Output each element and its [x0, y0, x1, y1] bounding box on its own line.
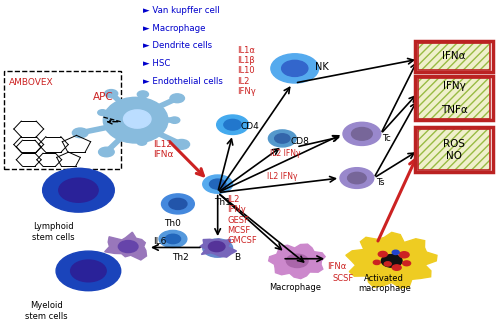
- Text: APC: APC: [93, 92, 114, 102]
- Circle shape: [271, 54, 318, 83]
- Circle shape: [216, 115, 248, 134]
- Text: ROS
NO: ROS NO: [443, 139, 465, 161]
- Circle shape: [72, 128, 88, 138]
- Circle shape: [42, 168, 115, 212]
- Text: IL2 IFNγ: IL2 IFNγ: [270, 149, 300, 158]
- Circle shape: [138, 91, 148, 98]
- Circle shape: [340, 168, 374, 188]
- Text: Myeloid
stem cells: Myeloid stem cells: [25, 301, 68, 321]
- Circle shape: [162, 194, 194, 214]
- Bar: [418, 129, 490, 171]
- Circle shape: [208, 242, 225, 252]
- Text: Macrophage: Macrophage: [269, 283, 321, 292]
- Circle shape: [98, 147, 114, 157]
- Text: Tc: Tc: [382, 134, 391, 143]
- Text: ► Van kupffer cell: ► Van kupffer cell: [143, 6, 220, 15]
- Bar: [415, 128, 493, 172]
- Circle shape: [166, 234, 180, 244]
- Text: Activated
macrophage: Activated macrophage: [358, 274, 410, 293]
- Circle shape: [392, 250, 399, 255]
- Polygon shape: [104, 232, 146, 260]
- Text: ► HSC: ► HSC: [143, 59, 171, 68]
- Circle shape: [382, 255, 402, 267]
- Circle shape: [282, 60, 308, 77]
- Bar: [415, 76, 493, 120]
- Text: IFNα: IFNα: [327, 262, 346, 271]
- Text: Th0: Th0: [164, 219, 182, 228]
- Circle shape: [169, 198, 187, 209]
- Circle shape: [352, 128, 372, 140]
- Text: ► Dendrite cells: ► Dendrite cells: [143, 41, 212, 50]
- Ellipse shape: [124, 110, 151, 128]
- Circle shape: [210, 243, 226, 253]
- Text: Lymphoid
stem cells: Lymphoid stem cells: [32, 222, 75, 242]
- Text: IFNγ

TNFα: IFNγ TNFα: [440, 81, 468, 115]
- Circle shape: [268, 130, 296, 147]
- Circle shape: [170, 117, 180, 123]
- Circle shape: [170, 94, 184, 103]
- Circle shape: [159, 230, 187, 247]
- Circle shape: [286, 254, 308, 267]
- Circle shape: [274, 134, 290, 143]
- Text: Th1: Th1: [214, 198, 231, 207]
- Bar: [418, 78, 490, 119]
- Bar: [418, 78, 490, 119]
- Text: ► Endothelial cells: ► Endothelial cells: [143, 77, 223, 86]
- Circle shape: [98, 110, 107, 115]
- Text: IL1α
IL1β
IL10
IL2
IFNγ: IL1α IL1β IL10 IL2 IFNγ: [238, 46, 256, 96]
- Circle shape: [402, 261, 410, 266]
- Bar: [418, 43, 490, 70]
- Text: B: B: [234, 253, 240, 262]
- Polygon shape: [346, 232, 437, 288]
- Circle shape: [70, 260, 106, 282]
- Circle shape: [118, 241, 138, 253]
- Circle shape: [378, 251, 387, 257]
- Circle shape: [137, 140, 146, 145]
- Text: IL12
IFNα: IL12 IFNα: [153, 140, 174, 159]
- Text: SCSF: SCSF: [332, 274, 353, 283]
- Circle shape: [399, 252, 409, 258]
- Text: ► Macrophage: ► Macrophage: [143, 24, 206, 33]
- Text: IL2
IFNγ
GESF
MCSF
GMCSF: IL2 IFNγ GESF MCSF GMCSF: [228, 195, 258, 245]
- Text: Th2: Th2: [172, 253, 189, 262]
- Circle shape: [59, 178, 98, 202]
- Circle shape: [392, 265, 401, 270]
- Circle shape: [104, 89, 118, 98]
- Circle shape: [224, 120, 242, 130]
- Bar: [418, 129, 490, 171]
- Circle shape: [343, 122, 381, 145]
- Text: CD4: CD4: [240, 122, 260, 131]
- Circle shape: [174, 140, 190, 149]
- Text: AMBOVEX: AMBOVEX: [9, 78, 54, 87]
- Text: IL2 IFNγ: IL2 IFNγ: [268, 172, 298, 181]
- Circle shape: [56, 251, 120, 291]
- Text: CD8: CD8: [290, 137, 309, 146]
- Circle shape: [210, 179, 226, 189]
- Ellipse shape: [104, 97, 168, 143]
- Circle shape: [203, 175, 232, 193]
- Bar: [418, 78, 490, 119]
- Text: IL6: IL6: [153, 237, 166, 246]
- Circle shape: [374, 260, 380, 265]
- Bar: [4, 71, 120, 169]
- Circle shape: [203, 239, 232, 257]
- Bar: [418, 43, 490, 70]
- Text: IFNα: IFNα: [442, 51, 466, 61]
- Circle shape: [384, 262, 391, 266]
- Polygon shape: [268, 244, 325, 279]
- Polygon shape: [200, 239, 236, 257]
- Bar: [418, 43, 490, 70]
- Text: Ts: Ts: [376, 178, 384, 187]
- Bar: [415, 41, 493, 72]
- Text: NK: NK: [315, 62, 329, 72]
- Bar: [418, 129, 490, 171]
- Circle shape: [348, 172, 366, 184]
